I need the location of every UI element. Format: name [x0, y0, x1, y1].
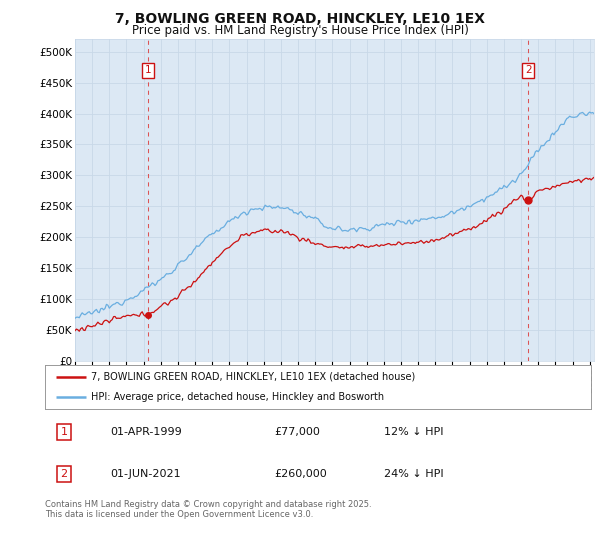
Text: Contains HM Land Registry data © Crown copyright and database right 2025.
This d: Contains HM Land Registry data © Crown c…: [45, 500, 371, 519]
Text: 2: 2: [525, 65, 532, 75]
Text: £260,000: £260,000: [274, 469, 327, 479]
Text: 7, BOWLING GREEN ROAD, HINCKLEY, LE10 1EX (detached house): 7, BOWLING GREEN ROAD, HINCKLEY, LE10 1E…: [91, 372, 416, 382]
Text: 1: 1: [61, 427, 68, 437]
Text: HPI: Average price, detached house, Hinckley and Bosworth: HPI: Average price, detached house, Hinc…: [91, 392, 385, 402]
Text: 01-JUN-2021: 01-JUN-2021: [110, 469, 181, 479]
Text: 2: 2: [61, 469, 68, 479]
Text: 01-APR-1999: 01-APR-1999: [110, 427, 182, 437]
Text: 7, BOWLING GREEN ROAD, HINCKLEY, LE10 1EX: 7, BOWLING GREEN ROAD, HINCKLEY, LE10 1E…: [115, 12, 485, 26]
Text: 24% ↓ HPI: 24% ↓ HPI: [383, 469, 443, 479]
Text: £77,000: £77,000: [274, 427, 320, 437]
Text: Price paid vs. HM Land Registry's House Price Index (HPI): Price paid vs. HM Land Registry's House …: [131, 24, 469, 36]
Text: 1: 1: [145, 65, 151, 75]
Text: 12% ↓ HPI: 12% ↓ HPI: [383, 427, 443, 437]
